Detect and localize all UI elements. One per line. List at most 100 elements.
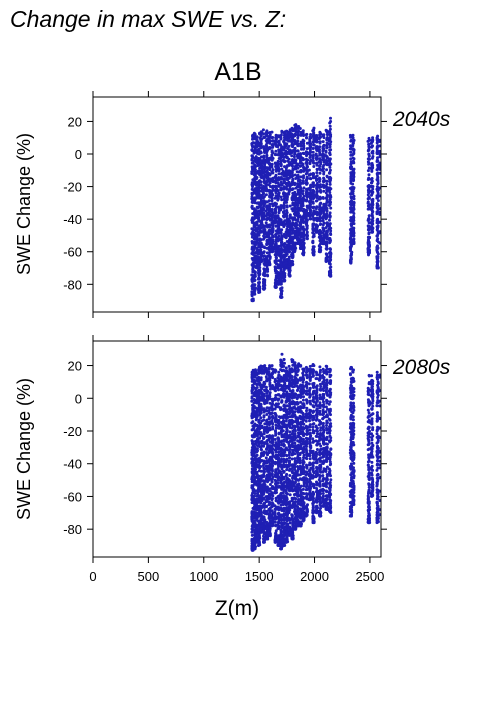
data-point xyxy=(262,492,265,496)
data-point xyxy=(290,259,294,263)
data-point xyxy=(264,193,268,197)
data-point xyxy=(276,192,280,196)
data-point xyxy=(319,245,323,249)
data-point xyxy=(308,142,312,146)
data-point xyxy=(250,195,254,199)
data-point xyxy=(328,165,332,169)
data-point xyxy=(309,133,313,136)
data-point xyxy=(270,223,274,227)
data-point xyxy=(295,207,299,211)
data-point xyxy=(318,205,321,209)
data-point xyxy=(279,269,283,273)
data-point xyxy=(298,157,302,161)
data-point xyxy=(349,252,353,256)
data-point xyxy=(279,180,283,184)
data-point xyxy=(270,245,274,249)
data-point xyxy=(328,262,332,266)
data-point xyxy=(259,230,263,234)
data-point xyxy=(257,271,261,275)
data-point xyxy=(259,411,263,415)
data-point xyxy=(371,199,375,203)
data-point xyxy=(255,176,259,179)
data-point xyxy=(321,155,325,159)
data-point xyxy=(254,454,258,458)
point-column-2040s-30 xyxy=(366,136,372,257)
data-point xyxy=(267,204,271,207)
data-point xyxy=(329,258,333,262)
data-point xyxy=(321,152,325,156)
data-point xyxy=(259,364,263,368)
panel-2040s: 200-20-40-60-80 SWE Change (%) 2040s xyxy=(14,91,451,318)
data-point xyxy=(279,265,283,268)
data-point xyxy=(271,168,275,172)
data-point xyxy=(271,186,275,190)
data-point xyxy=(370,212,374,216)
data-point xyxy=(367,217,371,221)
data-point xyxy=(254,155,258,159)
data-point xyxy=(259,174,263,178)
data-point xyxy=(311,150,315,154)
data-point xyxy=(257,536,261,540)
data-point xyxy=(290,149,294,153)
data-point xyxy=(279,208,283,212)
data-point xyxy=(270,162,274,166)
data-point xyxy=(351,160,355,164)
data-point xyxy=(302,142,305,145)
data-point xyxy=(305,228,309,231)
data-point xyxy=(268,133,272,137)
data-point xyxy=(301,163,305,167)
data-point xyxy=(287,229,291,233)
data-point xyxy=(259,391,263,395)
data-point xyxy=(321,223,325,227)
data-point xyxy=(367,136,371,140)
point-column-2040s-27 xyxy=(327,116,333,278)
data-point xyxy=(299,208,303,212)
data-point xyxy=(328,247,332,251)
data-point xyxy=(260,189,263,193)
data-point xyxy=(367,162,371,166)
data-point xyxy=(315,171,319,175)
data-point xyxy=(376,255,380,259)
data-point xyxy=(275,137,278,141)
data-point xyxy=(259,169,263,173)
data-point xyxy=(367,245,371,249)
data-point xyxy=(255,229,258,233)
data-point xyxy=(314,152,318,156)
data-point xyxy=(352,231,356,235)
data-point xyxy=(264,460,268,464)
data-point xyxy=(304,208,308,212)
data-point xyxy=(312,250,316,254)
data-point xyxy=(291,145,294,149)
data-point xyxy=(327,171,331,175)
data-point xyxy=(371,227,375,231)
data-point xyxy=(318,157,322,161)
y-axis-label-2040s: SWE Change (%) xyxy=(14,133,34,275)
data-point xyxy=(263,163,267,167)
data-point xyxy=(322,237,326,241)
data-point xyxy=(264,375,268,379)
data-point xyxy=(292,242,296,246)
data-point xyxy=(302,252,305,256)
data-point xyxy=(376,265,380,269)
data-point xyxy=(326,221,329,225)
data-point xyxy=(351,228,355,232)
data-point xyxy=(275,202,278,206)
data-point xyxy=(328,241,332,245)
data-point xyxy=(282,152,285,156)
data-point xyxy=(276,247,280,250)
data-point xyxy=(311,153,315,157)
data-point xyxy=(376,202,380,206)
data-point xyxy=(280,286,284,290)
data-point xyxy=(285,214,289,218)
data-point xyxy=(351,169,355,173)
data-point xyxy=(261,167,265,171)
data-point xyxy=(279,157,283,161)
data-point xyxy=(264,149,268,152)
data-point xyxy=(259,238,263,242)
data-point xyxy=(328,145,332,149)
data-point xyxy=(322,176,326,180)
data-point xyxy=(312,137,316,141)
data-point xyxy=(370,145,374,149)
data-point xyxy=(293,152,297,155)
data-point xyxy=(305,198,309,202)
